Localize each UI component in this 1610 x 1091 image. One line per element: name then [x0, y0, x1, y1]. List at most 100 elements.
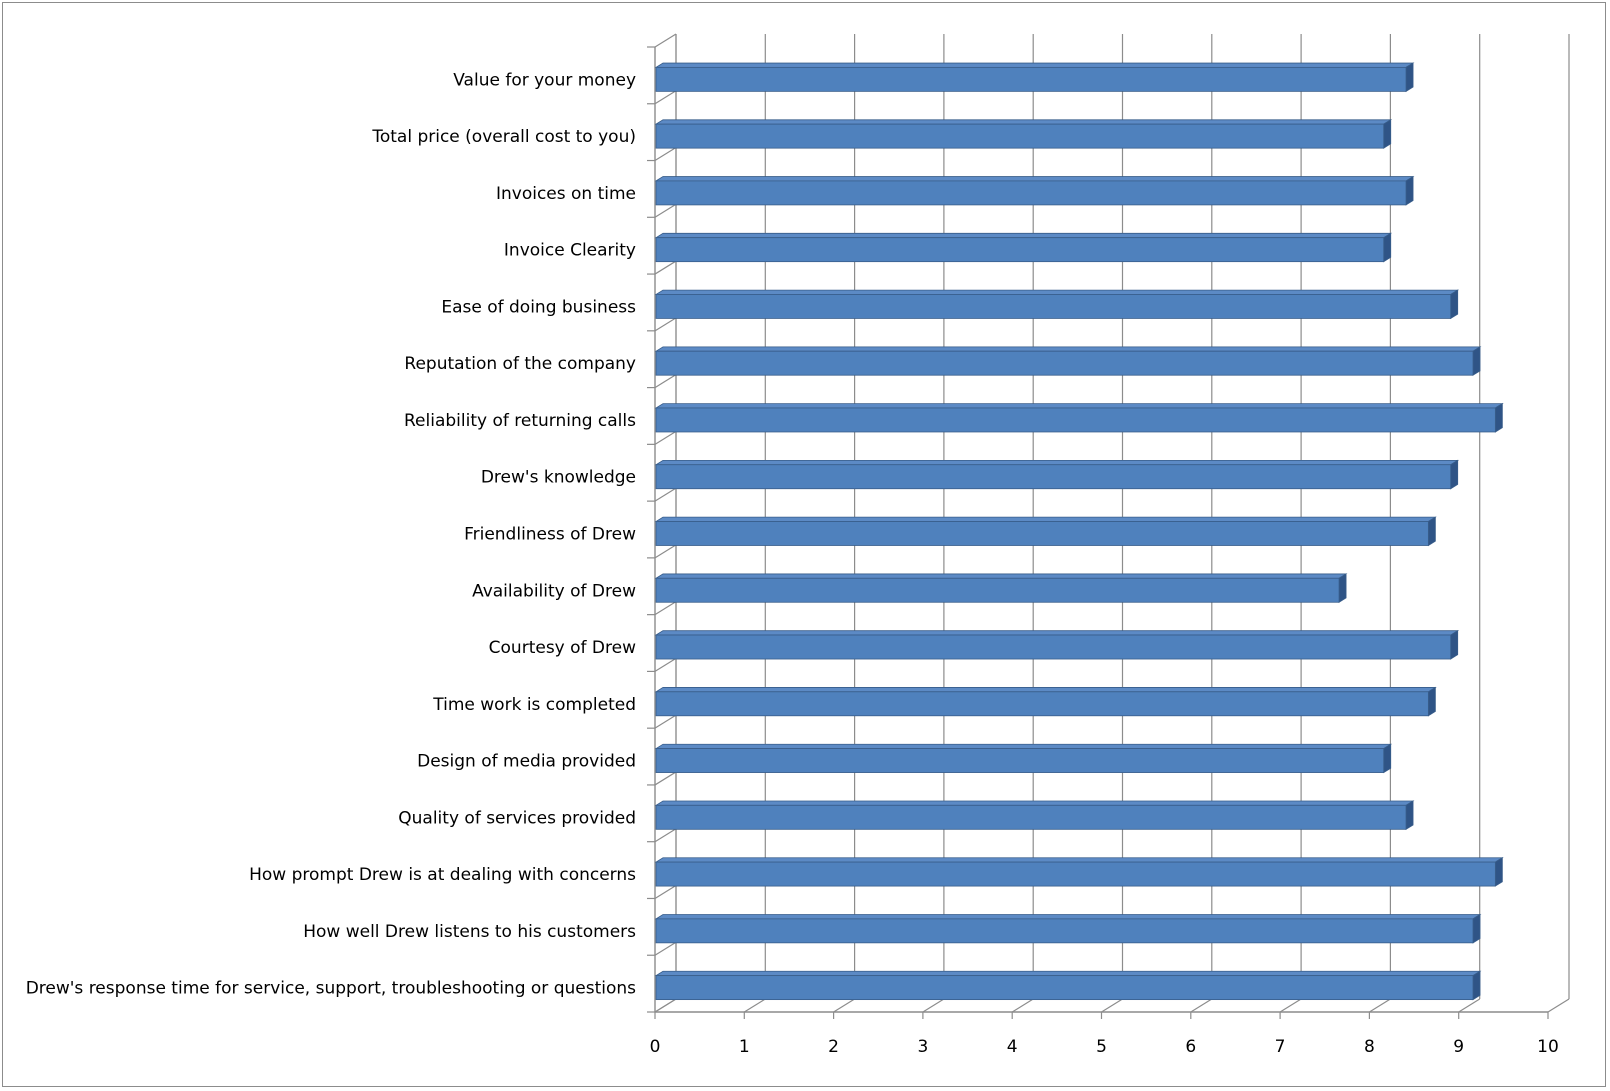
bar-top-face	[654, 289, 1460, 295]
bar	[654, 459, 1460, 490]
side-wall-line-14	[654, 828, 677, 843]
category-label: How well Drew listens to his customers	[303, 922, 636, 942]
side-wall-line-9	[654, 544, 677, 559]
bar	[654, 913, 1482, 944]
label-layer: 0 1 2 3 4 5 6 7 8 9 10 Value for your money Total pr…	[26, 70, 1559, 1057]
bar-front-face	[655, 975, 1474, 1001]
category-label: Availability of Drew	[472, 581, 636, 601]
bar	[654, 573, 1348, 603]
bar	[654, 686, 1437, 717]
side-wall-line-1	[654, 90, 677, 105]
side-wall-line-4	[654, 260, 677, 275]
bar	[654, 800, 1415, 831]
side-wall-line-16	[654, 941, 677, 956]
bar-front-face	[655, 464, 1452, 490]
side-wall-line-0	[654, 33, 677, 48]
bar-front-face	[655, 407, 1496, 433]
bar-front-face	[655, 237, 1385, 263]
floor-line-7	[1279, 998, 1302, 1013]
category-label: Quality of services provided	[398, 808, 636, 828]
bar-side-face	[1427, 516, 1436, 547]
x-tick-label: 7	[1275, 1037, 1286, 1057]
bar-side-face	[1472, 970, 1481, 1001]
category-label: Value for your money	[453, 70, 636, 90]
bar-side-face	[1494, 857, 1503, 887]
x-tick-label: 5	[1096, 1037, 1107, 1057]
bar-top-face	[654, 403, 1504, 409]
bar-front-face	[655, 691, 1429, 717]
side-wall-line-10	[654, 601, 677, 616]
bar-top-face	[654, 62, 1415, 68]
side-wall-line-13	[654, 771, 677, 786]
bar-side-face	[1383, 119, 1392, 149]
bar	[654, 232, 1393, 263]
side-wall-line-6	[654, 374, 677, 389]
floor-line-10	[1547, 998, 1570, 1013]
bar-side-face	[1427, 686, 1436, 717]
x-tick-label: 8	[1364, 1037, 1375, 1057]
x-tick-label: 10	[1537, 1037, 1559, 1057]
category-label: Friendliness of Drew	[464, 525, 636, 545]
category-label: Total price (overall cost to you)	[371, 127, 636, 147]
x-tick-label: 1	[739, 1037, 750, 1057]
bar-side-face	[1472, 913, 1481, 944]
bar-top-face	[654, 459, 1460, 466]
bar-top-face	[654, 346, 1482, 352]
category-label: Ease of doing business	[441, 297, 636, 317]
bar-front-face	[655, 918, 1474, 944]
bar	[654, 970, 1482, 1001]
x-tick-label: 4	[1007, 1037, 1018, 1057]
bar-top-face	[654, 176, 1415, 182]
x-tick-label: 3	[917, 1037, 928, 1057]
side-wall-line-7	[654, 430, 677, 445]
bar-top-face	[654, 119, 1393, 125]
bar-side-face	[1405, 62, 1414, 93]
bar-top-face	[654, 687, 1437, 693]
side-wall-line-5	[654, 317, 677, 332]
x-tick-label: 0	[650, 1037, 661, 1057]
x-tick-label: 9	[1453, 1037, 1464, 1057]
side-wall-line-12	[654, 714, 677, 729]
floor-line-3	[922, 998, 945, 1013]
category-label: Courtesy of Drew	[489, 638, 636, 658]
category-label: Invoice Clearity	[504, 241, 636, 261]
side-wall-line-8	[654, 487, 677, 502]
floor-line-5	[1101, 998, 1123, 1013]
side-wall-line-2	[654, 147, 677, 162]
bar-front-face	[655, 294, 1452, 319]
category-label: Design of media provided	[417, 752, 636, 772]
bar-front-face	[655, 180, 1407, 206]
bar	[654, 62, 1415, 93]
bar-layer	[654, 62, 1504, 1001]
bar-front-face	[655, 804, 1407, 830]
bar	[654, 402, 1504, 433]
bar-side-face	[1405, 175, 1414, 206]
floor-line-4	[1011, 998, 1034, 1013]
bar-side-face	[1405, 800, 1414, 831]
bar	[654, 743, 1393, 774]
side-wall-line-15	[654, 884, 677, 899]
bar-top-face	[654, 573, 1348, 579]
bar-front-face	[655, 521, 1429, 546]
bar-front-face	[655, 861, 1496, 887]
bar	[654, 857, 1504, 887]
bar-front-face	[655, 748, 1385, 773]
x-tick-label: 6	[1185, 1037, 1196, 1057]
bar-side-face	[1450, 289, 1459, 320]
bar-side-face	[1383, 743, 1392, 774]
bar-side-face	[1472, 346, 1481, 376]
bar-side-face	[1450, 459, 1459, 490]
bar-top-face	[654, 857, 1504, 863]
x-tick-label: 2	[828, 1037, 839, 1057]
category-label: How prompt Drew is at dealing with conce…	[249, 865, 636, 885]
bar-top-face	[654, 970, 1482, 977]
bar-top-face	[654, 914, 1482, 920]
category-label: Reputation of the company	[404, 354, 636, 374]
bar	[654, 119, 1393, 149]
floor-line-8	[1369, 998, 1391, 1013]
category-label: Reliability of returning calls	[404, 411, 636, 431]
floor-line-9	[1458, 998, 1481, 1013]
bar-side-face	[1338, 573, 1347, 603]
bar	[654, 175, 1415, 206]
